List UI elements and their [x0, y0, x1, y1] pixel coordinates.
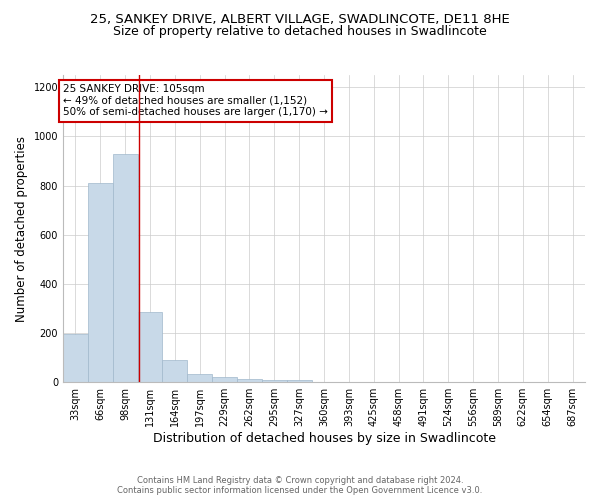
Bar: [212, 378, 237, 382]
X-axis label: Distribution of detached houses by size in Swadlincote: Distribution of detached houses by size …: [152, 432, 496, 445]
Text: Size of property relative to detached houses in Swadlincote: Size of property relative to detached ho…: [113, 25, 487, 38]
Bar: [113, 154, 137, 382]
Text: 25 SANKEY DRIVE: 105sqm
← 49% of detached houses are smaller (1,152)
50% of semi: 25 SANKEY DRIVE: 105sqm ← 49% of detache…: [63, 84, 328, 117]
Bar: [88, 183, 113, 382]
Bar: [63, 334, 88, 382]
Text: Contains HM Land Registry data © Crown copyright and database right 2024.
Contai: Contains HM Land Registry data © Crown c…: [118, 476, 482, 495]
Text: 25, SANKEY DRIVE, ALBERT VILLAGE, SWADLINCOTE, DE11 8HE: 25, SANKEY DRIVE, ALBERT VILLAGE, SWADLI…: [90, 12, 510, 26]
Bar: [262, 380, 287, 382]
Bar: [187, 374, 212, 382]
Bar: [163, 360, 187, 382]
Bar: [237, 379, 262, 382]
Bar: [287, 380, 311, 382]
Bar: [137, 312, 163, 382]
Y-axis label: Number of detached properties: Number of detached properties: [15, 136, 28, 322]
